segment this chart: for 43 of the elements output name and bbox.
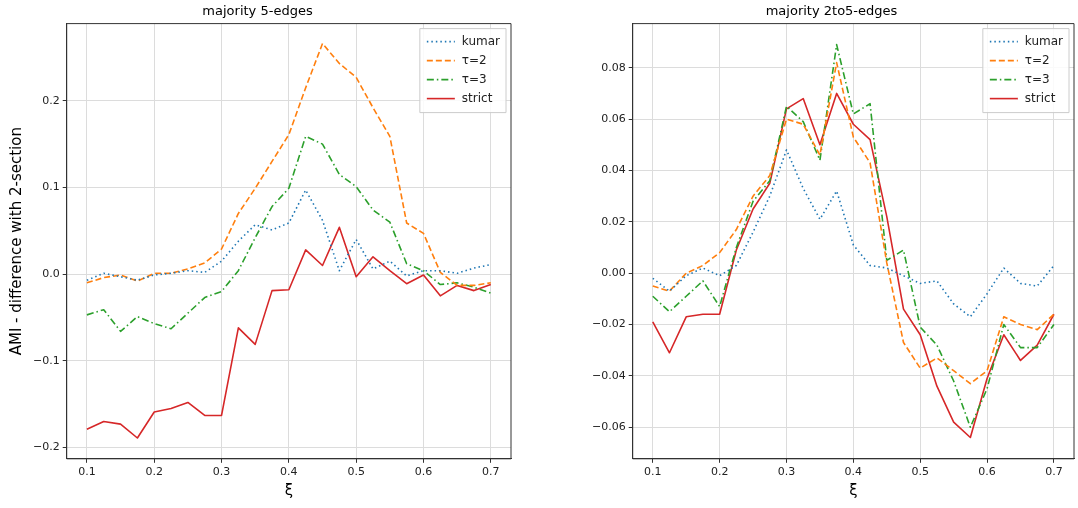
legend-label: strict — [461, 90, 493, 105]
y-tick-label: −0.04 — [591, 368, 626, 382]
legend-label: kumar — [1024, 33, 1064, 48]
x-tick-label: 0.1 — [78, 465, 96, 479]
chart-title: majority 2to5-edges — [765, 3, 898, 19]
y-tick-label: 0.08 — [601, 60, 626, 74]
y-tick-label: 0.0 — [42, 267, 60, 280]
legend-label: τ=2 — [461, 52, 487, 67]
y-tick-label: 0.02 — [601, 214, 626, 228]
legend-label: τ=3 — [461, 71, 487, 86]
x-tick-label: 0.1 — [644, 465, 662, 479]
x-tick-label: 0.2 — [145, 465, 163, 479]
y-tick-label: 0.00 — [601, 266, 626, 280]
x-tick-label: 0.5 — [911, 465, 929, 479]
x-tick-label: 0.7 — [1045, 465, 1063, 479]
x-tick-label: 0.5 — [347, 465, 365, 479]
x-tick-label: 0.2 — [710, 465, 729, 479]
legend-label: τ=2 — [1024, 52, 1050, 67]
x-tick-label: 0.4 — [844, 465, 863, 479]
line-series — [86, 135, 492, 333]
x-axis-title: ξ — [849, 480, 858, 499]
x-tick-label: 0.7 — [482, 465, 500, 479]
legend-label: strict — [1024, 90, 1056, 105]
y-tick-label: 0.06 — [601, 111, 626, 125]
x-tick-label: 0.6 — [414, 465, 433, 479]
y-tick-label: 0.1 — [42, 180, 60, 194]
legend-label: kumar — [461, 33, 501, 48]
x-tick-label: 0.3 — [212, 465, 231, 479]
y-tick-label: −0.1 — [32, 353, 60, 367]
x-axis-title: ξ — [284, 480, 294, 499]
x-tick-label: 0.6 — [978, 465, 996, 479]
y-tick-label: 0.2 — [42, 93, 60, 107]
x-tick-label: 0.4 — [280, 465, 298, 479]
y-tick-label: −0.02 — [591, 317, 626, 331]
y-tick-label: 0.04 — [601, 163, 626, 177]
chart-title: majority 5-edges — [202, 3, 313, 19]
line-series — [651, 149, 1055, 318]
y-axis-title: AMI - difference with 2-section — [6, 127, 25, 356]
y-tick-label: −0.06 — [591, 420, 626, 434]
legend-label: τ=3 — [1024, 71, 1050, 86]
x-tick-label: 0.3 — [777, 465, 796, 479]
line-series — [86, 189, 492, 282]
y-tick-label: −0.2 — [32, 440, 60, 454]
